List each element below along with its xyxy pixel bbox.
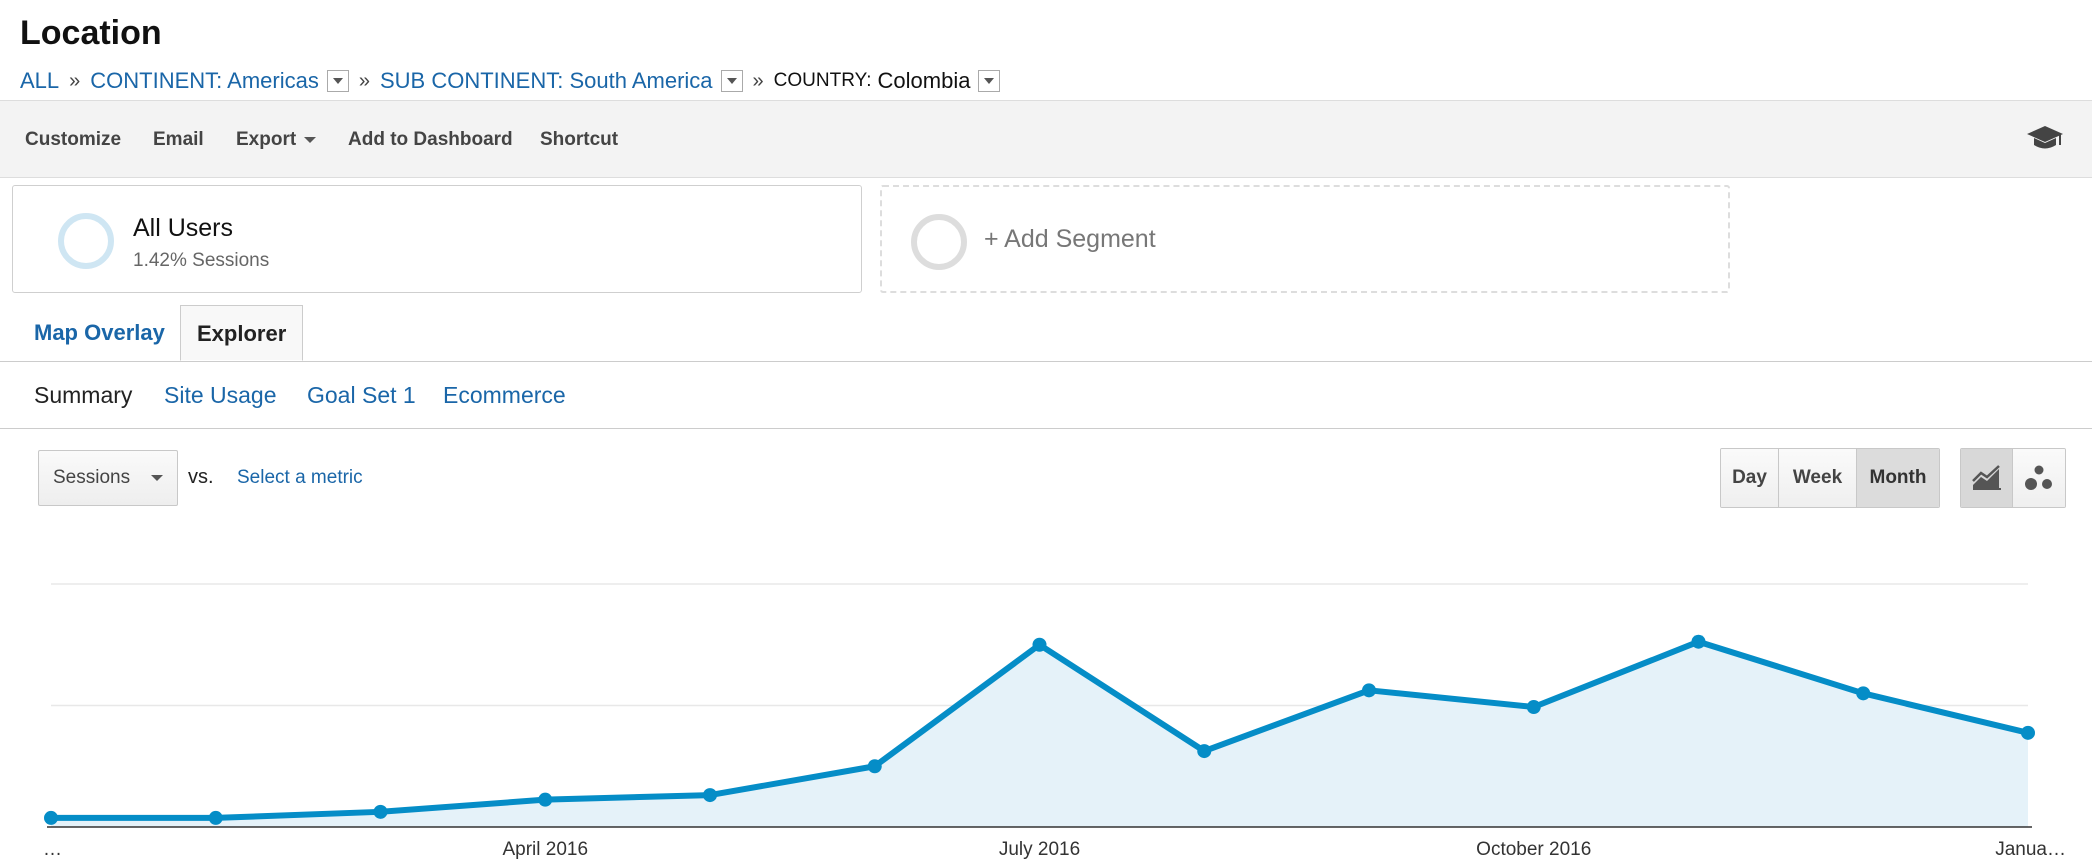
breadcrumb-separator: » xyxy=(358,69,370,92)
breadcrumb-all-link[interactable]: ALL xyxy=(20,68,60,93)
breadcrumb-separator: » xyxy=(69,69,81,92)
line-chart-icon xyxy=(1971,465,2001,490)
vs-label: vs. xyxy=(188,466,214,488)
chart-type-toggle xyxy=(1960,448,2066,508)
data-point xyxy=(1362,683,1376,698)
breadcrumb-country-key: COUNTRY: xyxy=(773,70,872,91)
explorer-sub-tabs: Summary Site Usage Goal Set 1 Ecommerce xyxy=(0,362,2092,429)
subtab-goal-set-1[interactable]: Goal Set 1 xyxy=(307,382,416,408)
data-point xyxy=(1197,744,1212,759)
continent-dropdown-icon[interactable] xyxy=(326,70,349,92)
email-button[interactable]: Email xyxy=(153,129,204,150)
breadcrumb: ALL » CONTINENT: Americas » SUB CONTINEN… xyxy=(20,68,1001,94)
add-to-dashboard-button[interactable]: Add to Dashboard xyxy=(348,129,513,150)
tab-explorer[interactable]: Explorer xyxy=(180,305,304,361)
data-point xyxy=(208,810,223,825)
data-point xyxy=(373,804,388,819)
select-metric-link[interactable]: Select a metric xyxy=(237,467,363,488)
period-day-button[interactable]: Day xyxy=(1721,449,1779,507)
export-button[interactable]: Export xyxy=(236,129,317,151)
customize-button[interactable]: Customize xyxy=(25,129,122,150)
subcontinent-dropdown-icon[interactable] xyxy=(720,70,743,92)
motion-chart-button[interactable] xyxy=(2013,449,2065,507)
breadcrumb-separator: » xyxy=(752,69,764,92)
data-point xyxy=(44,810,58,825)
x-tick-label: … xyxy=(43,839,62,860)
subtab-summary[interactable]: Summary xyxy=(34,382,133,408)
x-tick-label: October 2016 xyxy=(1476,839,1591,860)
data-point xyxy=(1526,700,1541,715)
add-segment-label: + Add Segment xyxy=(984,225,1156,253)
x-tick-label: April 2016 xyxy=(502,839,588,860)
data-point xyxy=(1032,637,1047,652)
segment-sessions-share: 1.42% Sessions xyxy=(133,250,270,271)
subtab-ecommerce[interactable]: Ecommerce xyxy=(443,382,566,408)
data-point xyxy=(538,792,553,807)
tab-map-overlay[interactable]: Map Overlay xyxy=(34,320,165,345)
primary-metric-value: Sessions xyxy=(53,467,131,488)
graduation-cap-icon[interactable] xyxy=(2026,123,2064,158)
add-segment-button[interactable]: + Add Segment xyxy=(880,185,1730,293)
period-week-button[interactable]: Week xyxy=(1779,449,1857,507)
caret-down-icon xyxy=(304,136,317,143)
segment-ring-icon xyxy=(911,214,967,270)
subtab-site-usage[interactable]: Site Usage xyxy=(164,382,277,408)
breadcrumb-continent-link[interactable]: CONTINENT: Americas xyxy=(90,68,319,93)
export-label: Export xyxy=(236,129,297,150)
line-chart-button[interactable] xyxy=(1961,449,2013,507)
period-toggle: Day Week Month xyxy=(1720,448,1940,508)
data-point xyxy=(1691,634,1706,649)
view-tabs: Map Overlay Explorer xyxy=(0,305,2092,362)
motion-chart-icon xyxy=(2025,465,2052,490)
primary-metric-select[interactable]: Sessions xyxy=(38,450,178,506)
period-month-button[interactable]: Month xyxy=(1857,449,1939,507)
data-point xyxy=(867,759,882,774)
breadcrumb-subcontinent-link[interactable]: SUB CONTINENT: South America xyxy=(380,68,713,93)
data-point xyxy=(1856,686,1871,701)
data-point xyxy=(2021,725,2035,740)
segment-ring-icon xyxy=(58,213,114,269)
x-tick-label: July 2016 xyxy=(999,839,1080,860)
report-toolbar: Customize Email Export Add to Dashboard … xyxy=(0,100,2092,178)
segment-name: All Users xyxy=(133,214,234,242)
caret-down-icon xyxy=(151,475,163,481)
sessions-area-chart: … April 2016 July 2016 October 2016 Janua… xyxy=(43,583,2066,860)
shortcut-button[interactable]: Shortcut xyxy=(540,129,619,150)
page-title: Location xyxy=(20,14,162,52)
x-tick-label: Janua… xyxy=(1995,839,2066,860)
segment-all-users[interactable]: All Users 1.42% Sessions xyxy=(12,185,862,293)
series-area xyxy=(51,641,2028,827)
breadcrumb-country-value: Colombia xyxy=(877,68,971,93)
country-dropdown-icon[interactable] xyxy=(978,70,1001,92)
data-point xyxy=(703,788,717,803)
